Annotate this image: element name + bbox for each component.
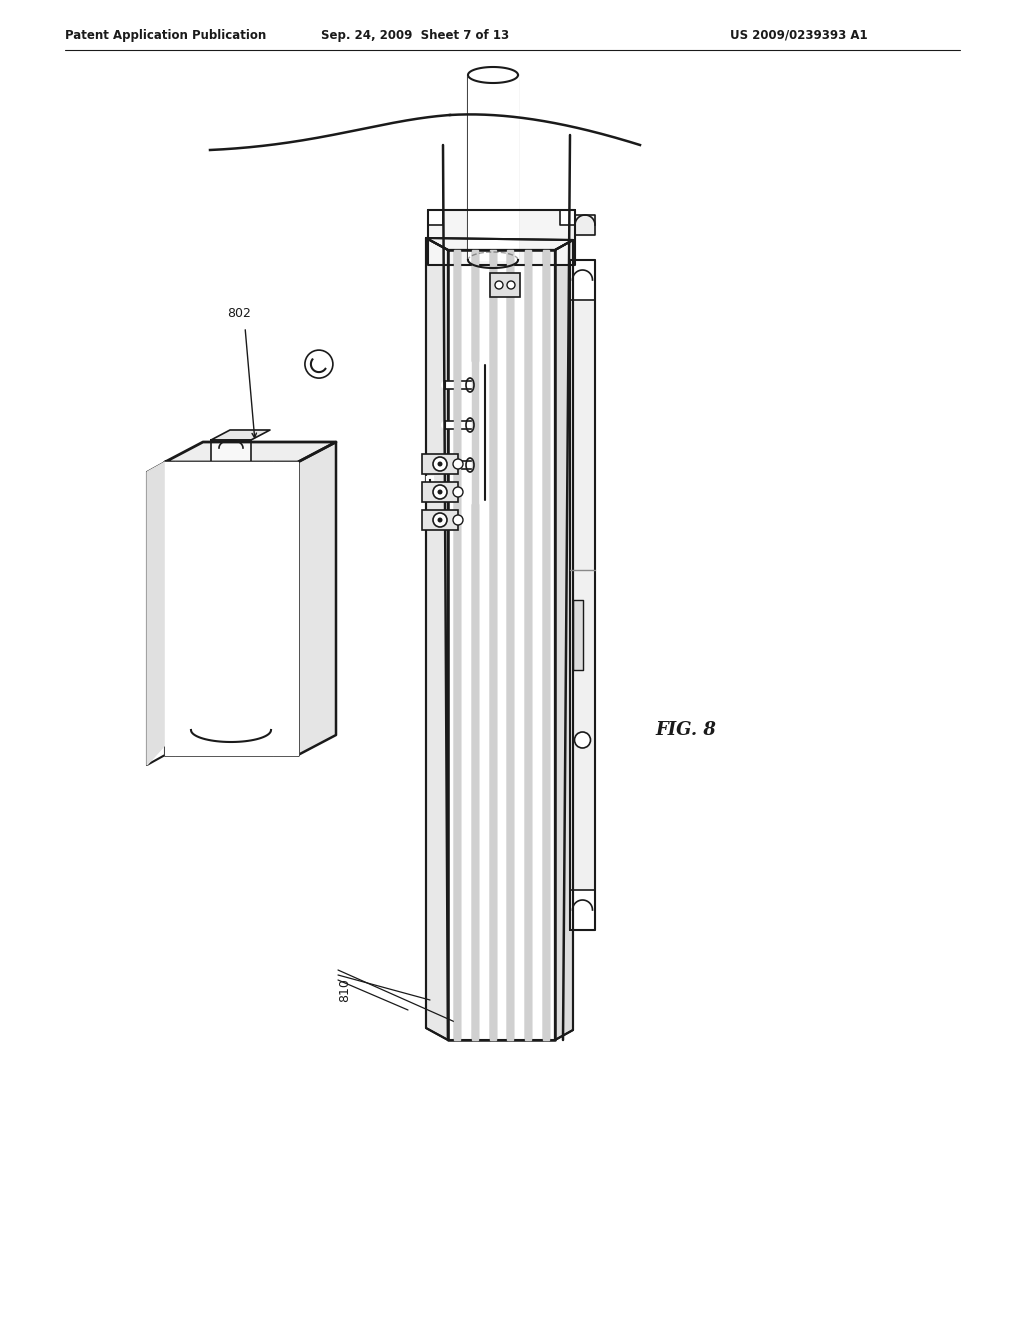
Polygon shape — [570, 260, 595, 300]
Bar — [468, 75, 518, 260]
Polygon shape — [449, 249, 555, 1040]
Circle shape — [437, 462, 442, 466]
Text: Sep. 24, 2009  Sheet 7 of 13: Sep. 24, 2009 Sheet 7 of 13 — [321, 29, 509, 41]
Circle shape — [507, 281, 515, 289]
Polygon shape — [468, 67, 518, 83]
Polygon shape — [426, 238, 573, 249]
Polygon shape — [472, 249, 478, 1040]
Circle shape — [437, 490, 442, 495]
Polygon shape — [426, 238, 449, 1040]
Circle shape — [433, 457, 447, 471]
Polygon shape — [489, 249, 496, 1040]
Circle shape — [305, 350, 333, 378]
Bar — [490, 273, 520, 297]
Polygon shape — [428, 210, 443, 224]
Polygon shape — [543, 249, 549, 1040]
Polygon shape — [555, 240, 573, 1040]
Polygon shape — [560, 210, 575, 224]
Polygon shape — [428, 210, 575, 265]
Circle shape — [574, 733, 591, 748]
Circle shape — [437, 517, 442, 523]
Polygon shape — [298, 442, 336, 755]
Polygon shape — [575, 215, 595, 235]
Text: FIG. 8: FIG. 8 — [655, 721, 716, 739]
Text: 802: 802 — [227, 308, 251, 319]
Polygon shape — [570, 890, 595, 931]
Text: US 2009/0239393 A1: US 2009/0239393 A1 — [730, 29, 867, 41]
Polygon shape — [165, 462, 298, 755]
Polygon shape — [147, 462, 165, 766]
Polygon shape — [525, 249, 531, 1040]
Polygon shape — [508, 249, 513, 1040]
Circle shape — [453, 459, 463, 469]
Text: Patent Application Publication: Patent Application Publication — [65, 29, 266, 41]
Polygon shape — [570, 260, 595, 931]
Circle shape — [453, 515, 463, 525]
Polygon shape — [573, 601, 583, 671]
Text: 810: 810 — [338, 978, 351, 1002]
Circle shape — [433, 513, 447, 527]
Polygon shape — [165, 442, 336, 462]
Bar — [422, 454, 458, 474]
Polygon shape — [211, 430, 270, 440]
Circle shape — [453, 487, 463, 498]
Circle shape — [495, 281, 503, 289]
Bar — [422, 510, 458, 531]
Polygon shape — [454, 249, 460, 1040]
Polygon shape — [211, 440, 251, 462]
Bar — [422, 482, 458, 502]
Circle shape — [433, 484, 447, 499]
